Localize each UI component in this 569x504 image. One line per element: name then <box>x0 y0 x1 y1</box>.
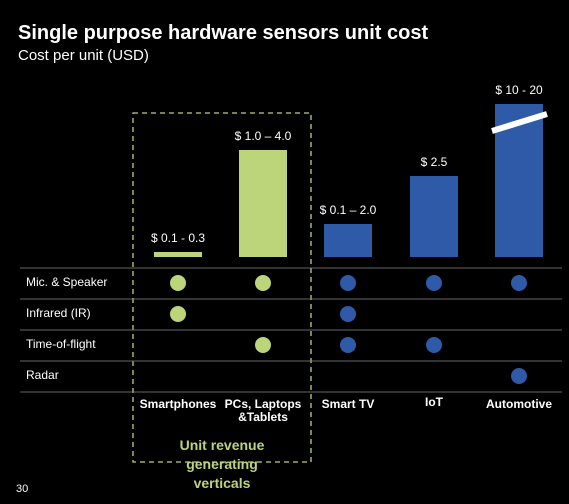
row-label: Time-of-flight <box>26 337 96 351</box>
price-label: $ 2.5 <box>420 155 448 169</box>
price-label: $ 1.0 – 4.0 <box>234 129 292 143</box>
feature-dot <box>255 337 271 353</box>
bar <box>410 176 458 257</box>
feature-dot <box>340 275 356 291</box>
feature-dot <box>170 306 186 322</box>
highlight-label: Unit revenue generating verticals <box>179 437 265 491</box>
feature-dot <box>426 337 442 353</box>
price-label: $ 0.1 – 2.0 <box>319 203 377 217</box>
row-label: Radar <box>26 368 59 382</box>
feature-dot <box>511 275 527 291</box>
feature-dot <box>340 337 356 353</box>
price-label: $ 0.1 - 0.3 <box>150 231 206 245</box>
feature-dot <box>426 275 442 291</box>
row-label: Infrared (IR) <box>26 306 91 320</box>
category-label: Smartphones <box>139 397 217 411</box>
subtitle: Cost per unit (USD) <box>18 47 149 64</box>
price-label: $ 10 - 20 <box>495 83 543 97</box>
feature-dot <box>511 368 527 384</box>
category-label: Automotive <box>486 397 552 411</box>
bar <box>154 252 202 257</box>
feature-dot <box>170 275 186 291</box>
category-label: PCs, Laptops &Tablets <box>224 397 302 424</box>
bar <box>239 150 287 257</box>
feature-dot <box>340 306 356 322</box>
feature-dot <box>255 275 271 291</box>
page-number: 30 <box>16 483 29 495</box>
title: Single purpose hardware sensors unit cos… <box>18 22 429 44</box>
row-label: Mic. & Speaker <box>26 275 108 289</box>
highlight-box <box>132 112 312 463</box>
break-mark <box>491 111 548 134</box>
category-label: IoT <box>425 395 443 409</box>
category-label: Smart TV <box>321 397 375 411</box>
bar <box>324 224 372 257</box>
